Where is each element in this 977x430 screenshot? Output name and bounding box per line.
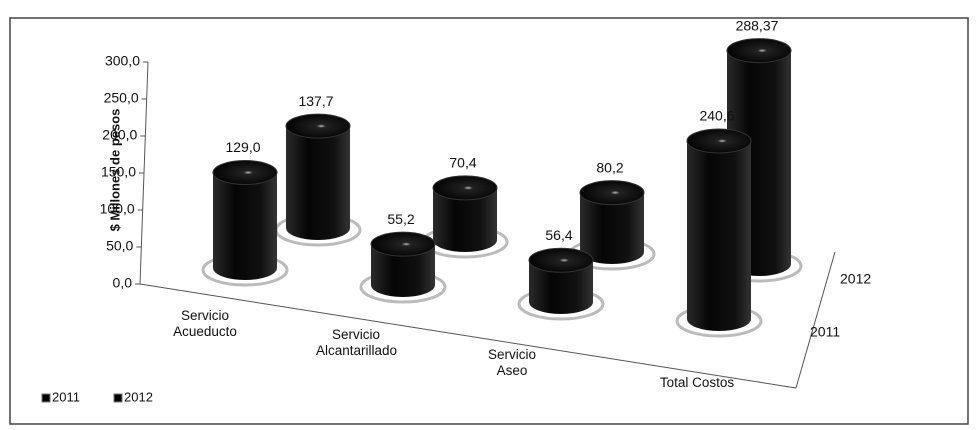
value-label: 55,2 [387,211,414,227]
value-label: 137,7 [298,93,333,109]
x-tick-label: Total Costos [659,375,735,390]
x-tick-label: Servicio Alcantarillado [316,327,398,358]
legend-label: 2012 [124,389,153,404]
floor-front-edge [139,283,797,389]
cylinder-top [212,160,278,186]
y-tick-label: 100,0 [100,201,135,217]
cylinder-top [528,247,594,273]
cylinder [371,244,435,297]
floor-right-edge [795,251,836,389]
legend-swatch [113,393,123,403]
legend-label: 2011 [52,389,80,404]
y-tick-label: 0,0 [113,275,133,291]
cylinder [529,260,593,314]
cylinder [687,140,751,331]
cylinder [580,192,644,264]
cylinder [433,187,497,252]
chart-frame [9,17,969,425]
y-axis-label: $ Millones de pesos [107,109,122,232]
y-tick-label: 250,0 [104,90,139,106]
depth-tick-label: 2012 [840,271,871,287]
x-tick-label: Servicio Acueducto [173,308,237,339]
value-label: 129,0 [225,139,260,155]
value-label: 56,4 [545,227,572,243]
value-label: 240,6 [699,108,734,124]
y-tick-label: 50,0 [106,238,133,254]
value-label: 80,2 [596,159,623,175]
y-tick-label: 200,0 [102,127,137,143]
cylinder-top [726,38,792,64]
cylinder [286,126,350,240]
cylinder-top [285,113,351,139]
value-label: 70,4 [449,155,476,171]
x-tick-label: Servicio Aseo [487,347,536,378]
depth-tick-label: 2011 [810,324,840,340]
cylinder-top [432,175,498,201]
cylinder-top [370,231,436,257]
cylinder-top [579,180,645,206]
value-label: 288,37 [736,17,779,33]
cylinder [213,172,277,280]
y-tick-label: 150,0 [101,164,136,180]
y-tick-label: 300,0 [105,53,140,69]
cylinder-top [686,128,752,154]
legend-swatch [41,393,51,403]
